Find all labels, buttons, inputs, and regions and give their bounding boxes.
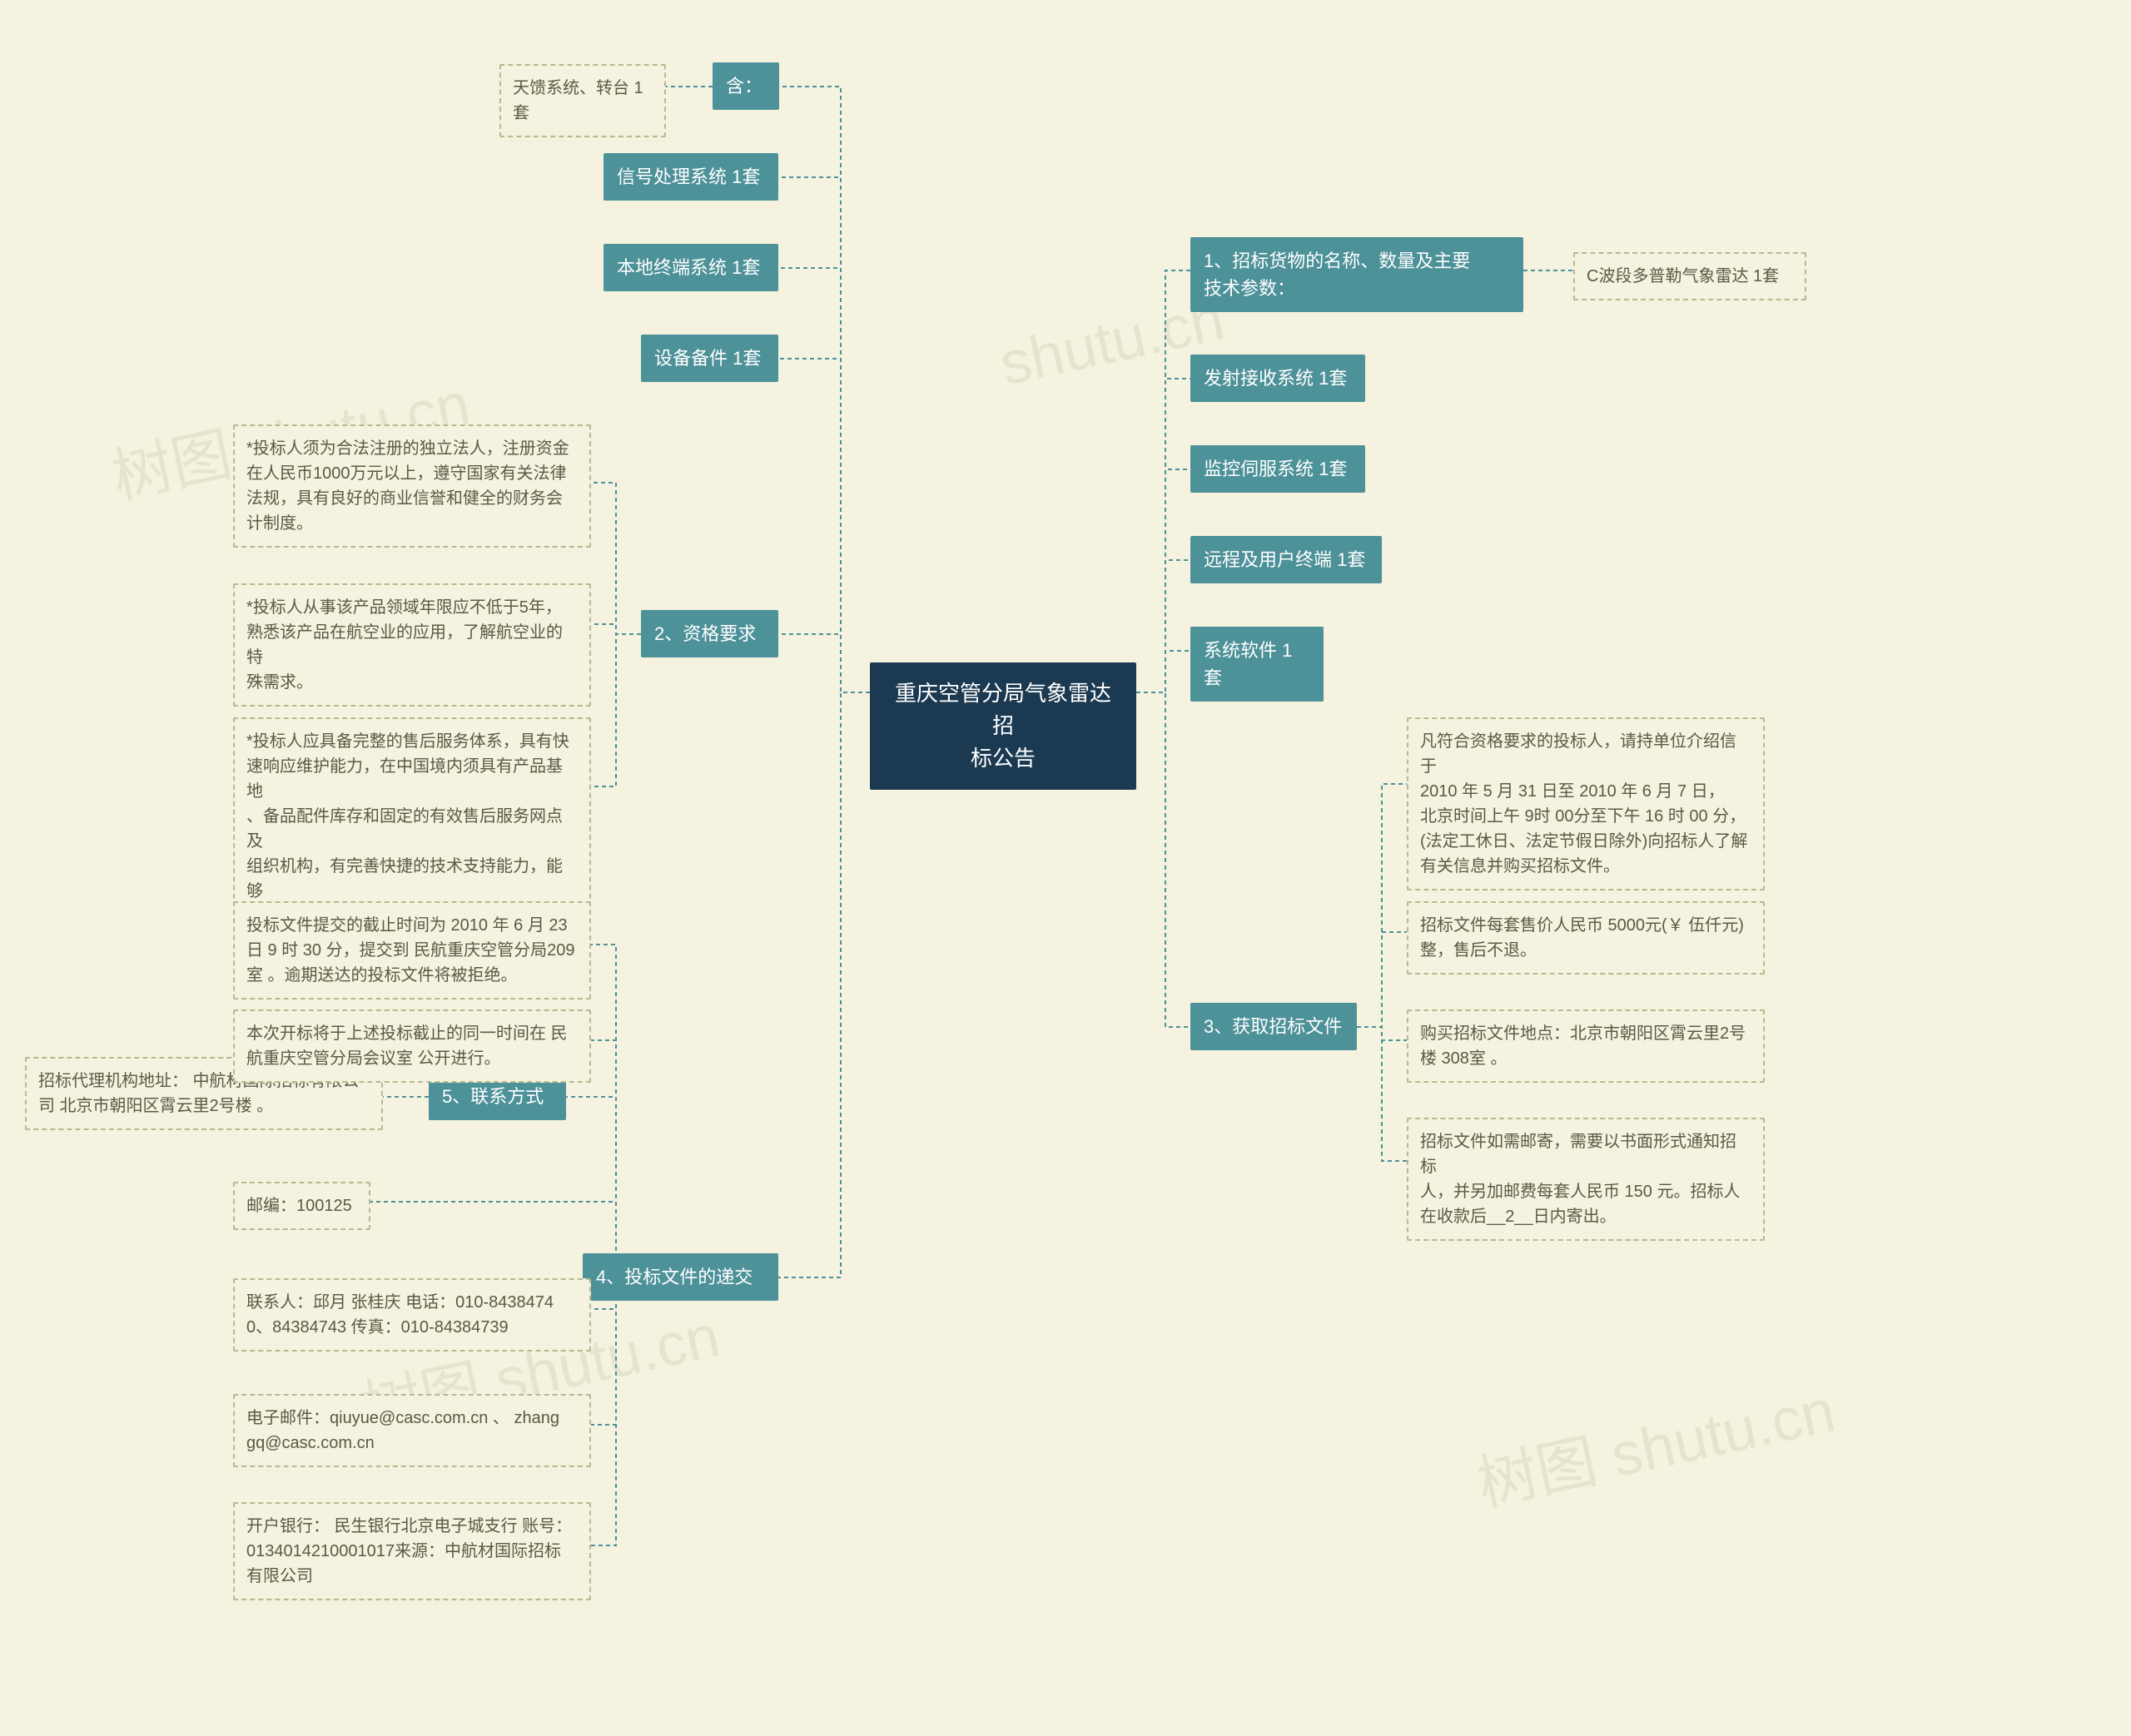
leaf-submit-2: 本次开标将于上述投标截止的同一时间在 民 航重庆空管分局会议室 公开进行。 [233, 1009, 591, 1083]
branch-qualification: 2、资格要求 [641, 610, 778, 657]
branch-remote-terminal: 远程及用户终端 1套 [1190, 536, 1382, 583]
leaf-obtain-4: 招标文件如需邮寄，需要以书面形式通知招标 人，并另加邮费每套人民币 150 元。… [1407, 1118, 1765, 1241]
leaf-obtain-2: 招标文件每套售价人民币 5000元(￥ 伍仟元) 整，售后不退。 [1407, 901, 1765, 975]
leaf-antenna: 天馈系统、转台 1套 [499, 64, 666, 137]
branch-software: 系统软件 1套 [1190, 627, 1324, 702]
branch-contains: 含： [713, 62, 779, 110]
leaf-qual-1: *投标人须为合法注册的独立法人，注册资金 在人民币1000万元以上，遵守国家有关… [233, 424, 591, 548]
leaf-bank: 开户银行： 民生银行北京电子城支行 账号： 0134014210001017来源… [233, 1502, 591, 1600]
leaf-submit-1: 投标文件提交的截止时间为 2010 年 6 月 23 日 9 时 30 分，提交… [233, 901, 591, 999]
branch-tx-rx: 发射接收系统 1套 [1190, 355, 1365, 402]
leaf-contact-person: 联系人：邱月 张桂庆 电话：010-8438474 0、84384743 传真：… [233, 1278, 591, 1352]
leaf-email: 电子邮件：qiuyue@casc.com.cn 、 zhang gq@casc.… [233, 1394, 591, 1467]
leaf-postcode: 邮编：100125 [233, 1182, 370, 1230]
branch-signal-proc: 信号处理系统 1套 [604, 153, 778, 201]
center-node: 重庆空管分局气象雷达招 标公告 [870, 662, 1136, 790]
leaf-cband-radar: C波段多普勒气象雷达 1套 [1573, 252, 1806, 300]
branch-obtain-docs: 3、获取招标文件 [1190, 1003, 1357, 1050]
branch-monitor: 监控伺服系统 1套 [1190, 445, 1365, 493]
branch-local-terminal: 本地终端系统 1套 [604, 244, 778, 291]
leaf-obtain-1: 凡符合资格要求的投标人，请持单位介绍信于 2010 年 5 月 31 日至 20… [1407, 717, 1765, 890]
leaf-obtain-3: 购买招标文件地点：北京市朝阳区霄云里2号 楼 308室 。 [1407, 1009, 1765, 1083]
branch-goods: 1、招标货物的名称、数量及主要 技术参数： [1190, 237, 1523, 312]
watermark: 树图 shutu.cn [1468, 1362, 1841, 1522]
branch-bid-submit: 4、投标文件的递交 [583, 1253, 778, 1301]
branch-spare-parts: 设备备件 1套 [641, 335, 778, 382]
leaf-qual-2: *投标人从事该产品领域年限应不低于5年， 熟悉该产品在航空业的应用，了解航空业的… [233, 583, 591, 707]
